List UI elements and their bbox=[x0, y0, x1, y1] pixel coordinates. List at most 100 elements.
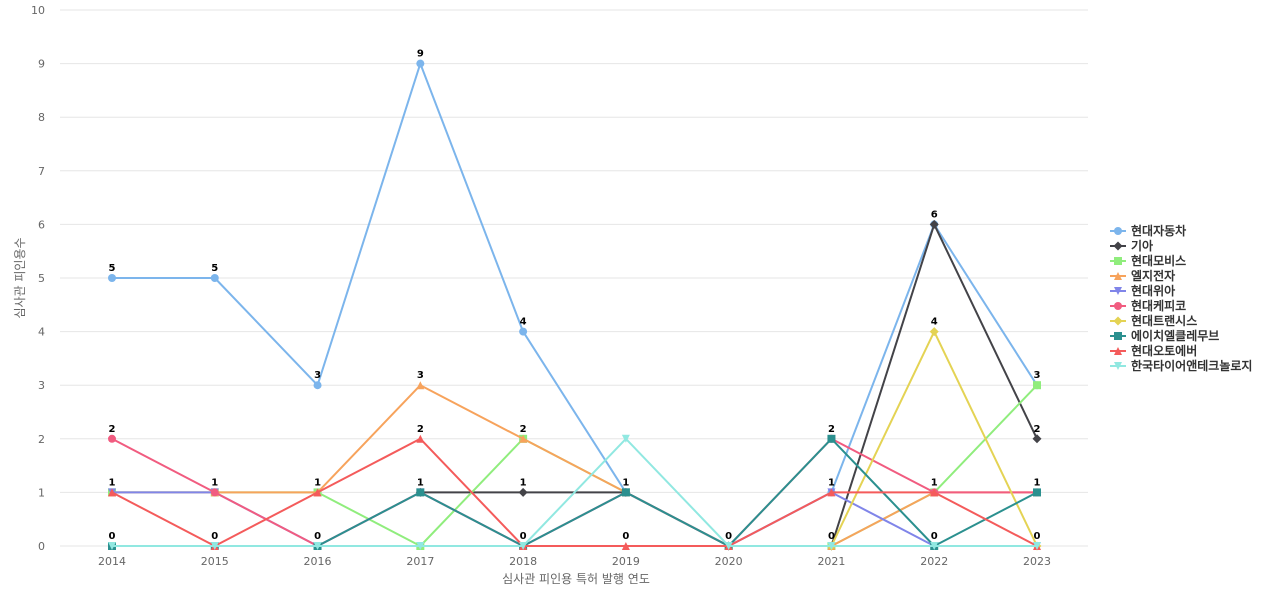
legend-item[interactable]: 기아 bbox=[1110, 238, 1153, 253]
legend-label: 현대오토에버 bbox=[1131, 343, 1197, 358]
series-1 bbox=[108, 59, 1041, 550]
y-tick-label: 7 bbox=[38, 165, 45, 178]
data-point[interactable] bbox=[313, 542, 322, 550]
data-label: 3 bbox=[314, 370, 321, 381]
data-point[interactable] bbox=[416, 434, 425, 443]
data-point[interactable] bbox=[930, 542, 939, 550]
data-point[interactable] bbox=[827, 542, 836, 550]
data-point[interactable] bbox=[210, 488, 219, 497]
legend-marker-icon bbox=[1114, 332, 1122, 340]
data-label: 0 bbox=[314, 531, 321, 542]
x-tick-label: 2015 bbox=[201, 555, 229, 568]
data-label: 9 bbox=[417, 49, 424, 60]
data-label: 1 bbox=[622, 477, 629, 488]
legend-item[interactable]: 엘지전자 bbox=[1110, 268, 1175, 283]
data-point[interactable] bbox=[1032, 434, 1042, 444]
y-axis-ticks: 0 1 2 3 4 5 6 7 8 9 10 bbox=[31, 4, 45, 553]
data-point[interactable] bbox=[416, 488, 425, 497]
data-point[interactable] bbox=[416, 381, 425, 390]
y-tick-label: 5 bbox=[38, 272, 45, 285]
data-point[interactable] bbox=[724, 542, 733, 550]
data-point[interactable] bbox=[313, 488, 322, 497]
x-tick-label: 2019 bbox=[612, 555, 640, 568]
legend-item[interactable]: 에이치엘클레무브 bbox=[1110, 328, 1219, 343]
data-point[interactable] bbox=[827, 488, 836, 497]
data-point[interactable] bbox=[108, 274, 116, 282]
data-label: 2 bbox=[520, 424, 527, 435]
legend-marker-icon bbox=[1114, 287, 1122, 295]
data-label: 0 bbox=[1034, 531, 1041, 542]
data-point[interactable] bbox=[929, 219, 939, 229]
data-point[interactable] bbox=[519, 542, 528, 550]
series-group bbox=[108, 59, 1042, 551]
data-point[interactable] bbox=[929, 327, 939, 337]
data-point[interactable] bbox=[621, 434, 630, 443]
legend-label: 기아 bbox=[1131, 238, 1153, 253]
data-label: 0 bbox=[109, 531, 116, 542]
data-label: 1 bbox=[314, 477, 321, 488]
legend-label: 현대케피코 bbox=[1131, 298, 1186, 313]
data-label: 1 bbox=[1034, 477, 1041, 488]
data-point[interactable] bbox=[108, 488, 116, 497]
legend-marker-icon bbox=[1114, 227, 1122, 235]
legend-label: 현대트랜시스 bbox=[1131, 313, 1197, 328]
legend-label: 한국타이어앤테크놀로지 bbox=[1131, 358, 1252, 373]
data-point[interactable] bbox=[313, 381, 322, 390]
legend-item[interactable]: 현대케피코 bbox=[1110, 298, 1186, 313]
data-label: 0 bbox=[828, 531, 835, 542]
data-label: 0 bbox=[211, 531, 218, 542]
x-axis-title: 심사관 피인용 특허 발행 연도 bbox=[502, 571, 650, 586]
data-label: 5 bbox=[109, 263, 116, 274]
data-point[interactable] bbox=[1033, 381, 1041, 390]
y-tick-label: 3 bbox=[38, 379, 45, 392]
series-10 bbox=[108, 434, 1041, 550]
series-line bbox=[111, 437, 1038, 547]
data-point[interactable] bbox=[519, 434, 528, 443]
data-point[interactable] bbox=[621, 542, 630, 550]
legend-item[interactable]: 현대오토에버 bbox=[1110, 343, 1197, 358]
data-label: 3 bbox=[417, 370, 424, 381]
x-tick-label: 2023 bbox=[1023, 555, 1051, 568]
y-tick-label: 0 bbox=[38, 540, 45, 553]
data-label: 2 bbox=[828, 424, 835, 435]
data-label: 1 bbox=[417, 477, 424, 488]
data-label: 2 bbox=[109, 424, 116, 435]
data-point[interactable] bbox=[210, 274, 219, 282]
series-line bbox=[111, 437, 1038, 547]
legend-item[interactable]: 현대트랜시스 bbox=[1110, 313, 1197, 328]
legend-marker-icon bbox=[1114, 272, 1122, 280]
x-tick-label: 2021 bbox=[817, 555, 845, 568]
data-point[interactable] bbox=[108, 542, 116, 550]
data-point[interactable] bbox=[930, 488, 939, 497]
data-point[interactable] bbox=[210, 542, 219, 550]
legend-item[interactable]: 한국타이어앤테크놀로지 bbox=[1110, 358, 1252, 373]
x-axis-ticks: 2014 2015 2016 2017 2018 2019 2020 2021 2022 2023 bbox=[98, 555, 1051, 568]
series-4 bbox=[108, 381, 1041, 550]
data-point[interactable] bbox=[416, 59, 425, 68]
legend-label: 엘지전자 bbox=[1131, 268, 1175, 283]
x-tick-label: 2016 bbox=[304, 555, 332, 568]
legend-item[interactable]: 현대자동차 bbox=[1110, 223, 1186, 238]
legend-item[interactable]: 현대위아 bbox=[1110, 283, 1175, 298]
series-line bbox=[111, 62, 1038, 547]
data-point[interactable] bbox=[827, 434, 836, 443]
data-point[interactable] bbox=[518, 487, 528, 497]
y-tick-label: 4 bbox=[38, 326, 45, 339]
data-label: 1 bbox=[520, 477, 527, 488]
x-tick-label: 2017 bbox=[406, 555, 434, 568]
legend-item[interactable]: 현대모비스 bbox=[1110, 253, 1186, 268]
data-label: 1 bbox=[109, 477, 116, 488]
data-point[interactable] bbox=[1033, 542, 1041, 550]
legend-label: 현대모비스 bbox=[1131, 253, 1186, 268]
data-label: 2 bbox=[417, 424, 424, 435]
data-point[interactable] bbox=[1033, 488, 1041, 497]
data-point[interactable] bbox=[416, 542, 425, 550]
data-point[interactable] bbox=[519, 327, 528, 336]
data-point[interactable] bbox=[108, 434, 116, 443]
legend[interactable]: 현대자동차기아현대모비스엘지전자현대위아현대케피코현대트랜시스에이치엘클레무브현… bbox=[1110, 223, 1252, 373]
legend-label: 현대위아 bbox=[1131, 283, 1175, 298]
legend-marker-icon bbox=[1114, 302, 1122, 310]
data-point[interactable] bbox=[621, 488, 630, 497]
data-label: 0 bbox=[931, 531, 938, 542]
